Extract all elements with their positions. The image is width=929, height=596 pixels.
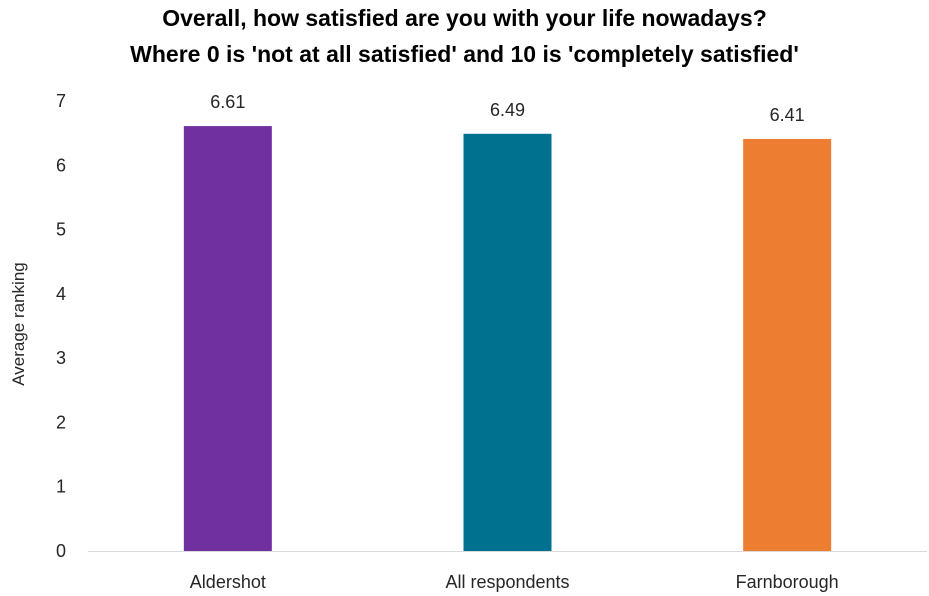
- x-category-label: Farnborough: [736, 572, 839, 592]
- y-axis-title: Average ranking: [9, 262, 28, 386]
- x-category-label: Aldershot: [190, 572, 266, 592]
- x-category-label: All respondents: [445, 572, 569, 592]
- bar-all-respondents: [463, 133, 552, 552]
- y-tick-label: 5: [56, 220, 66, 240]
- y-tick-label: 4: [56, 284, 66, 304]
- y-tick-label: 3: [56, 348, 66, 368]
- data-label: 6.41: [770, 105, 805, 125]
- chart-title: Overall, how satisfied are you with your…: [162, 5, 767, 31]
- bar-farnborough: [743, 138, 832, 551]
- y-tick-label: 6: [56, 155, 66, 175]
- chart-subtitle: Where 0 is 'not at all satisfied' and 10…: [130, 41, 799, 67]
- y-tick-label: 1: [56, 477, 66, 497]
- y-tick-label: 2: [56, 412, 66, 432]
- data-label: 6.49: [490, 100, 525, 120]
- data-label: 6.61: [210, 92, 245, 112]
- y-tick-label: 7: [56, 91, 66, 111]
- bar-aldershot: [183, 126, 272, 552]
- y-tick-label: 0: [56, 541, 66, 561]
